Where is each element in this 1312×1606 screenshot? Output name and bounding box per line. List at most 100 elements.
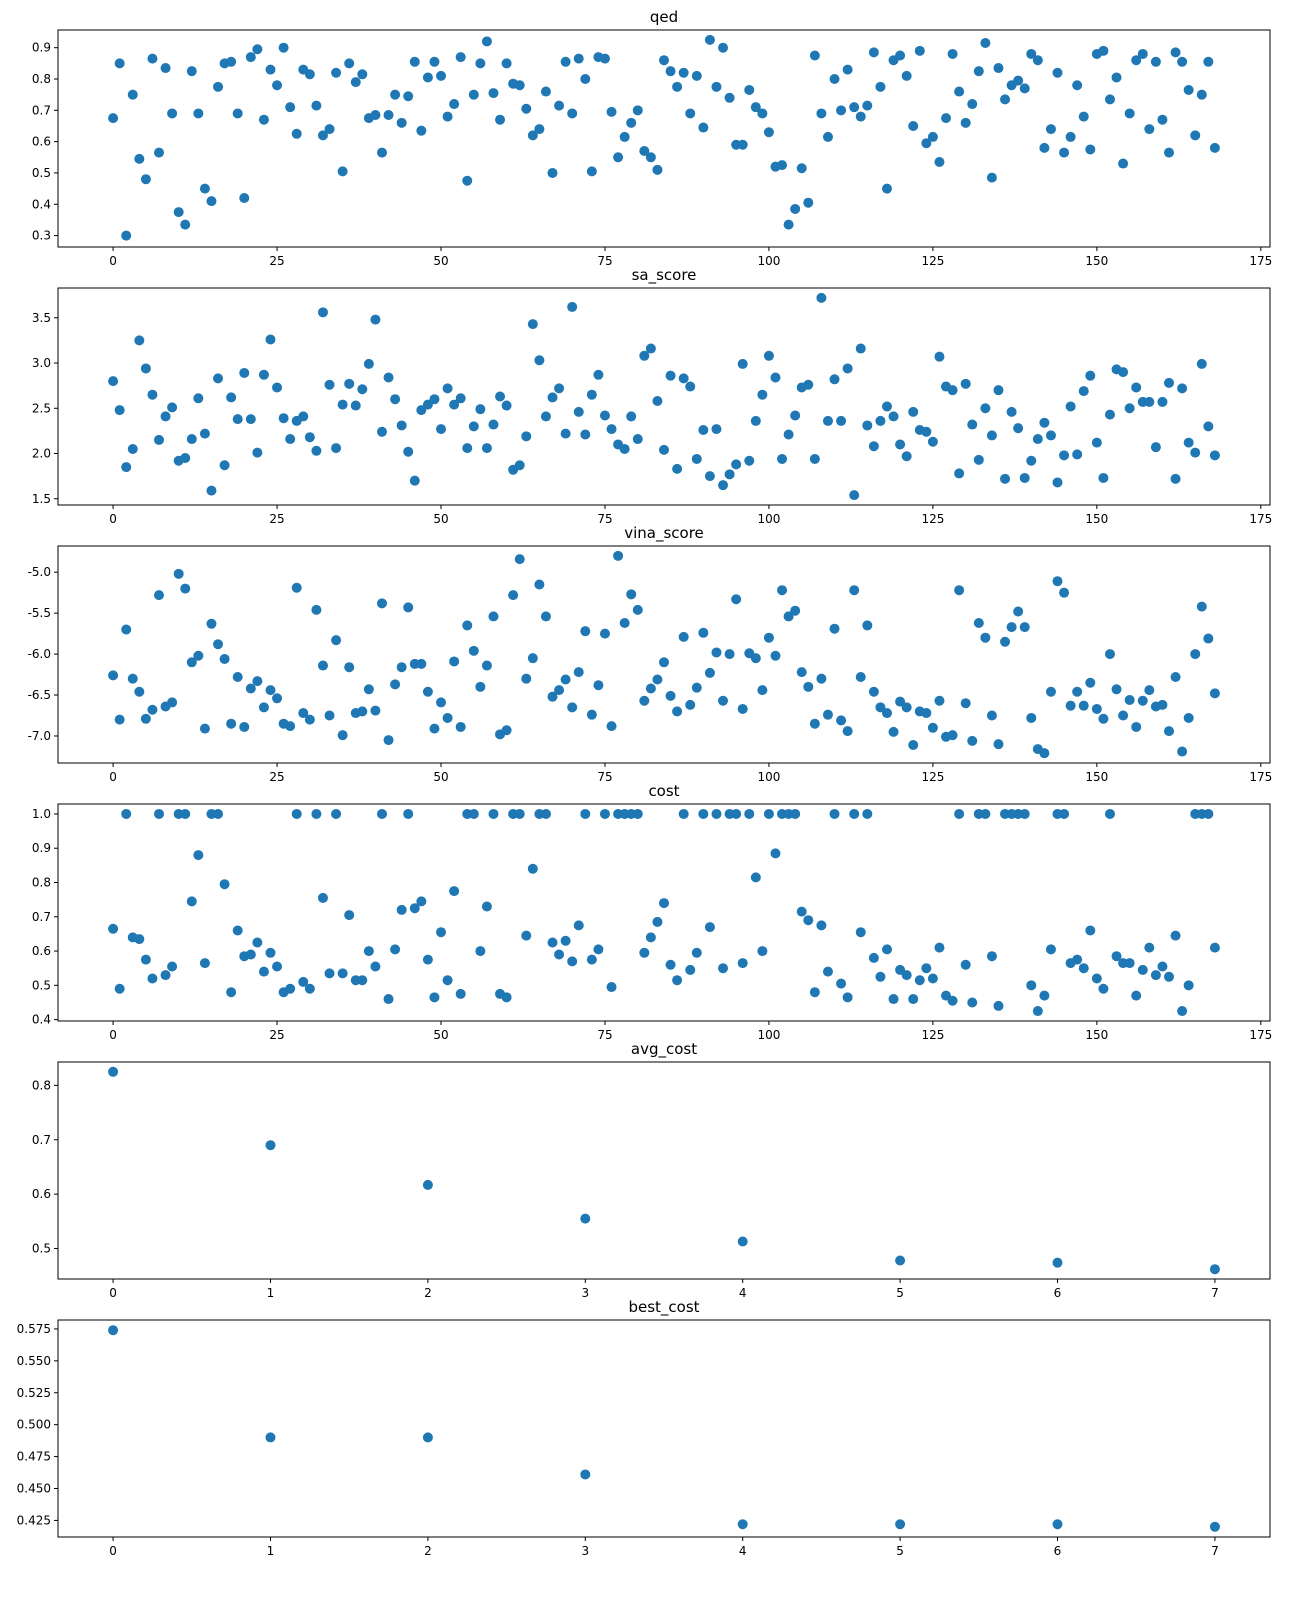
point — [285, 721, 296, 732]
point — [317, 130, 328, 141]
point — [1157, 699, 1168, 710]
point — [744, 84, 755, 95]
point — [626, 117, 637, 128]
point — [947, 385, 958, 396]
point — [711, 81, 722, 92]
point — [777, 160, 788, 171]
chart-title: vina_score — [624, 524, 704, 543]
point — [901, 970, 912, 981]
point — [1085, 677, 1096, 688]
point — [895, 439, 906, 450]
point — [127, 89, 138, 100]
point — [881, 183, 892, 194]
chart-title: sa_score — [632, 266, 697, 285]
point — [376, 598, 387, 609]
point — [855, 672, 866, 683]
point — [127, 673, 138, 684]
point — [495, 114, 506, 125]
point — [403, 602, 414, 613]
x-tick-label: 25 — [269, 254, 284, 268]
point — [1098, 45, 1109, 56]
point — [868, 686, 879, 697]
point — [1124, 958, 1135, 969]
point — [376, 808, 387, 819]
point — [121, 808, 132, 819]
point — [921, 138, 932, 149]
point — [239, 367, 250, 378]
point — [1104, 409, 1115, 420]
point — [1137, 964, 1148, 975]
point — [960, 117, 971, 128]
point — [678, 373, 689, 384]
x-tick-label: 4 — [739, 1544, 747, 1558]
point — [1098, 472, 1109, 483]
point — [108, 1325, 119, 1336]
point — [245, 414, 256, 425]
point — [540, 611, 551, 622]
point — [737, 958, 748, 969]
point — [403, 91, 414, 102]
point — [357, 384, 368, 395]
point — [567, 301, 578, 312]
point — [1164, 726, 1174, 737]
point — [921, 963, 932, 974]
point — [770, 848, 781, 859]
plot-frame — [57, 803, 1271, 1022]
point — [495, 391, 506, 402]
point — [350, 77, 361, 88]
point — [698, 122, 709, 133]
point — [265, 685, 276, 696]
point — [1183, 437, 1194, 448]
x-tick-label: 1 — [267, 1544, 275, 1558]
point — [363, 358, 374, 369]
point — [272, 961, 283, 972]
point — [140, 174, 151, 185]
point — [193, 108, 204, 119]
point — [1104, 808, 1115, 819]
point — [409, 56, 420, 67]
point — [1124, 403, 1135, 414]
point — [777, 585, 788, 596]
point — [606, 106, 617, 117]
point — [770, 650, 781, 661]
point — [737, 358, 748, 369]
point — [1170, 47, 1181, 58]
point — [403, 808, 414, 819]
x-tick-label: 175 — [1249, 1028, 1272, 1042]
y-tick-label: -6.5 — [28, 688, 51, 702]
x-tick-label: 25 — [269, 512, 284, 526]
point — [501, 58, 512, 69]
point — [422, 1179, 433, 1190]
point — [783, 219, 794, 230]
point — [219, 879, 230, 890]
x-tick-label: 5 — [896, 1544, 904, 1558]
y-tick-label: 0.4 — [32, 1013, 51, 1027]
point — [573, 406, 584, 417]
point — [678, 631, 689, 642]
point — [521, 930, 532, 941]
point — [1072, 80, 1083, 91]
x-tick-label: 7 — [1211, 1286, 1219, 1300]
point — [154, 590, 164, 601]
point — [1039, 142, 1050, 153]
point — [219, 654, 230, 665]
point — [462, 620, 473, 631]
x-tick-label: 125 — [921, 254, 944, 268]
point — [986, 172, 997, 183]
point — [1059, 450, 1070, 461]
point — [134, 153, 145, 164]
point — [704, 471, 715, 482]
point — [757, 685, 768, 696]
point — [783, 429, 794, 440]
point — [599, 628, 610, 639]
point — [1098, 713, 1109, 724]
point — [311, 445, 322, 456]
point — [1104, 94, 1115, 105]
point — [475, 404, 486, 415]
x-tick-label: 25 — [269, 770, 284, 784]
point — [678, 808, 689, 819]
point — [547, 392, 558, 403]
point — [455, 393, 466, 404]
point — [422, 686, 433, 697]
